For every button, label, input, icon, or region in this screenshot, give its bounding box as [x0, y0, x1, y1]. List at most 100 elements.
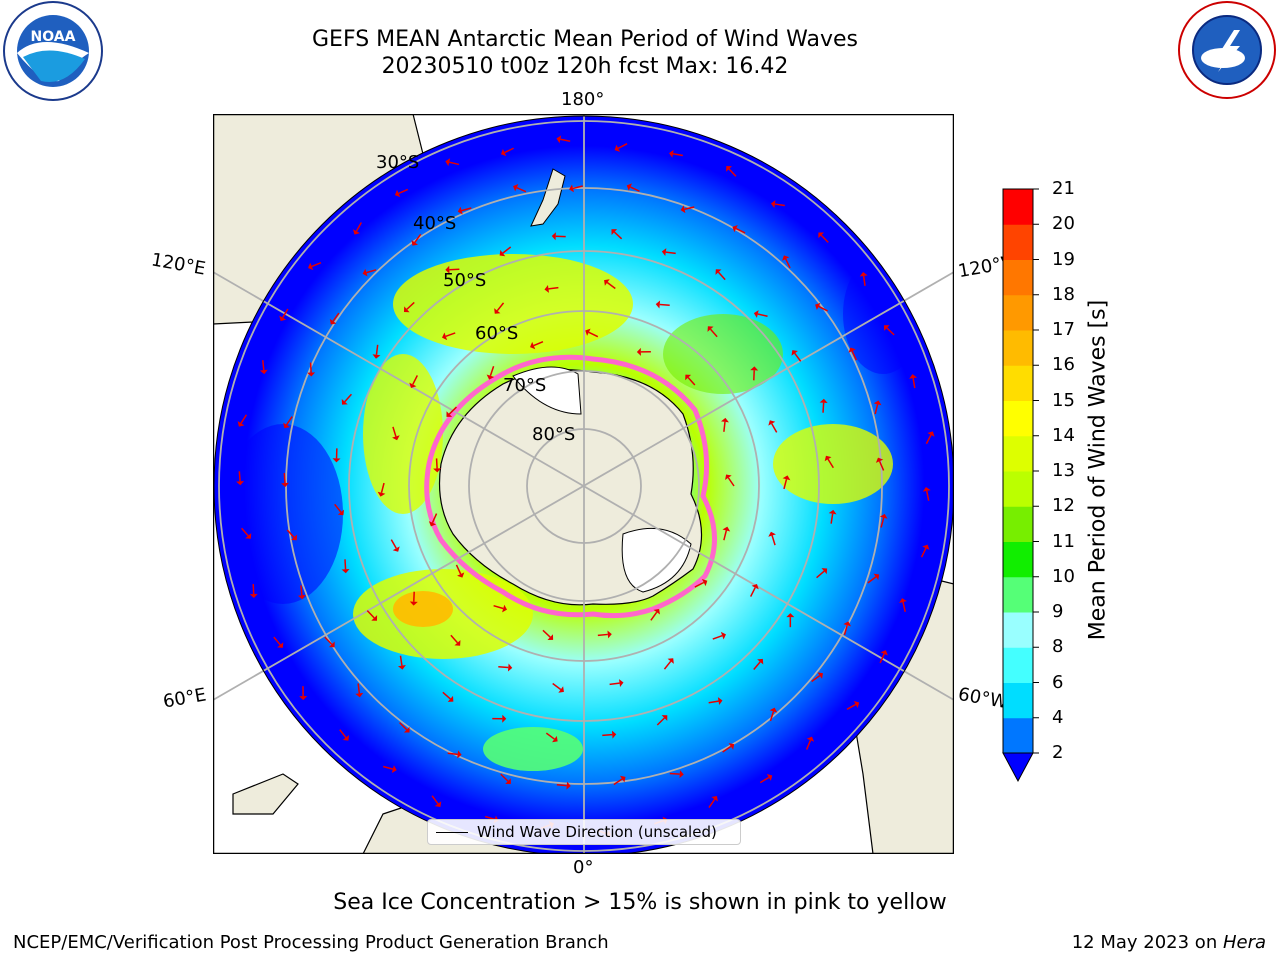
wave-direction-arrowhead: [249, 593, 258, 599]
wave-direction-arrowhead: [566, 781, 571, 790]
wave-direction-arrow: [602, 733, 613, 737]
wave-direction-arrow: [552, 682, 562, 691]
legend-line-swatch: [436, 831, 468, 833]
wave-direction-arrow: [816, 570, 825, 579]
wave-direction-arrowhead: [720, 417, 729, 423]
wave-direction-arrowhead: [815, 302, 821, 310]
wave-direction-arrowhead: [619, 679, 624, 688]
wave-direction-arrowhead: [403, 726, 410, 733]
wave-direction-arrow: [572, 185, 583, 190]
wave-direction-arrowhead: [486, 374, 495, 380]
wave-direction-arrow: [694, 581, 705, 588]
wave-direction-arrow: [493, 604, 504, 610]
wave-direction-arrow: [412, 375, 418, 385]
wave-direction-arrow: [399, 722, 408, 731]
wave-direction-arrow: [448, 406, 457, 415]
lat-label-70s: 70°S: [503, 375, 547, 396]
colorbar-segment: [1003, 365, 1033, 401]
wave-direction-arrow: [659, 303, 670, 307]
wave-direction-arrow: [902, 601, 906, 612]
wave-direction-arrow: [723, 421, 726, 432]
wave-direction-arrowhead: [307, 372, 316, 377]
wave-direction-arrow: [672, 153, 683, 157]
wave-direction-arrowhead: [725, 474, 732, 481]
wave-direction-arrowhead: [875, 457, 884, 463]
wave-direction-arrowhead: [245, 533, 252, 539]
wave-direction-arrow: [380, 482, 385, 493]
wave-direction-arrow: [398, 188, 409, 195]
wave-direction-arrow: [886, 327, 895, 336]
wave-direction-arrow: [241, 527, 249, 537]
wave-direction-arrowhead: [530, 341, 536, 350]
wave-direction-arrow: [435, 458, 438, 469]
footer-credit: NCEP/EMC/Verification Post Processing Pr…: [13, 932, 609, 953]
wave-direction-arrow: [447, 752, 458, 756]
colorbar-tick-label: 10: [1052, 565, 1075, 587]
colorbar-tick-label: 2: [1052, 742, 1064, 763]
wave-direction-arrowhead: [457, 572, 465, 578]
wave-direction-arrow: [382, 765, 394, 770]
wave-direction-arrowhead: [899, 598, 907, 603]
lon-label-180: 180°: [561, 89, 605, 110]
wave-direction-arrowhead: [717, 697, 723, 706]
wave-direction-arrowhead: [332, 458, 341, 463]
ice-shelf-weddell: [621, 527, 692, 593]
wave-direction-arrowhead: [782, 255, 790, 261]
wave-direction-arrowhead: [259, 369, 268, 375]
colorbar-segment: [1003, 717, 1033, 754]
wave-direction-arrowhead: [828, 509, 837, 515]
footer-host: Hera: [1222, 932, 1266, 953]
wave-direction-arrowhead: [411, 240, 418, 246]
wave-direction-arrowhead: [297, 594, 306, 600]
wave-direction-arrowhead: [502, 714, 507, 723]
land-new-zealand: [530, 168, 566, 227]
wave-direction-arrowhead: [655, 300, 661, 309]
wave-direction-arrowhead: [879, 513, 888, 519]
colorbar-tick-label: 18: [1052, 283, 1075, 305]
high-period-band-pacific: [393, 254, 633, 354]
wave-direction-arrowhead: [428, 521, 437, 527]
wave-direction-arrowhead: [279, 315, 287, 322]
wave-direction-arrowhead: [445, 265, 450, 274]
wave-direction-arrow: [366, 269, 377, 274]
wave-direction-arrowhead: [611, 730, 617, 739]
colorbar-segment: [1003, 189, 1033, 225]
colorbar-label: Mean Period of Wind Waves [s]: [1085, 299, 1111, 641]
wave-direction-arrow: [588, 331, 599, 338]
colorbar-segment: [1003, 647, 1033, 683]
map-title: GEFS MEAN Antarctic Mean Period of Wind …: [312, 27, 858, 52]
wave-direction-arrowhead: [585, 328, 591, 336]
wave-direction-arrowhead: [502, 604, 508, 613]
wave-direction-arrowhead: [669, 149, 674, 158]
polar-map: [213, 114, 954, 854]
wave-direction-arrowhead: [873, 573, 880, 581]
colorbar-segment: [1003, 612, 1033, 648]
colorbar-segment: [1003, 435, 1033, 472]
wave-direction-arrow: [455, 564, 462, 575]
colorbar-tick-label: 4: [1052, 706, 1064, 728]
wave-direction-arrowhead: [607, 630, 612, 639]
map-legend: Wind Wave Direction (unscaled): [427, 819, 741, 845]
wave-direction-arrowhead: [873, 400, 882, 406]
wave-direction-arrowhead: [433, 468, 442, 473]
lon-label-120e: 120°E: [149, 249, 208, 280]
wave-direction-arrowhead: [403, 306, 410, 313]
wave-direction-arrowhead: [377, 491, 386, 497]
wave-direction-arrow: [375, 344, 379, 355]
wave-direction-arrowhead: [281, 482, 290, 488]
wave-direction-arrow: [357, 683, 361, 694]
wave-direction-arrow: [282, 308, 289, 319]
wave-direction-arrowhead: [544, 284, 549, 293]
colorbar-tick-label: 6: [1052, 671, 1064, 693]
wave-direction-arrowhead: [299, 696, 308, 701]
wave-direction-arrow: [818, 305, 828, 312]
wave-direction-arrowhead: [341, 399, 348, 405]
wave-direction-arrowhead: [661, 248, 667, 257]
wave-direction-arrow: [827, 458, 834, 469]
colorbar-tick-label: 11: [1052, 530, 1075, 552]
wave-direction-arrowhead: [715, 269, 722, 275]
wave-direction-arrow: [723, 530, 728, 541]
wave-direction-arrow: [262, 360, 265, 371]
wave-direction-arrow: [880, 517, 885, 528]
wave-direction-arrowhead: [791, 350, 798, 356]
